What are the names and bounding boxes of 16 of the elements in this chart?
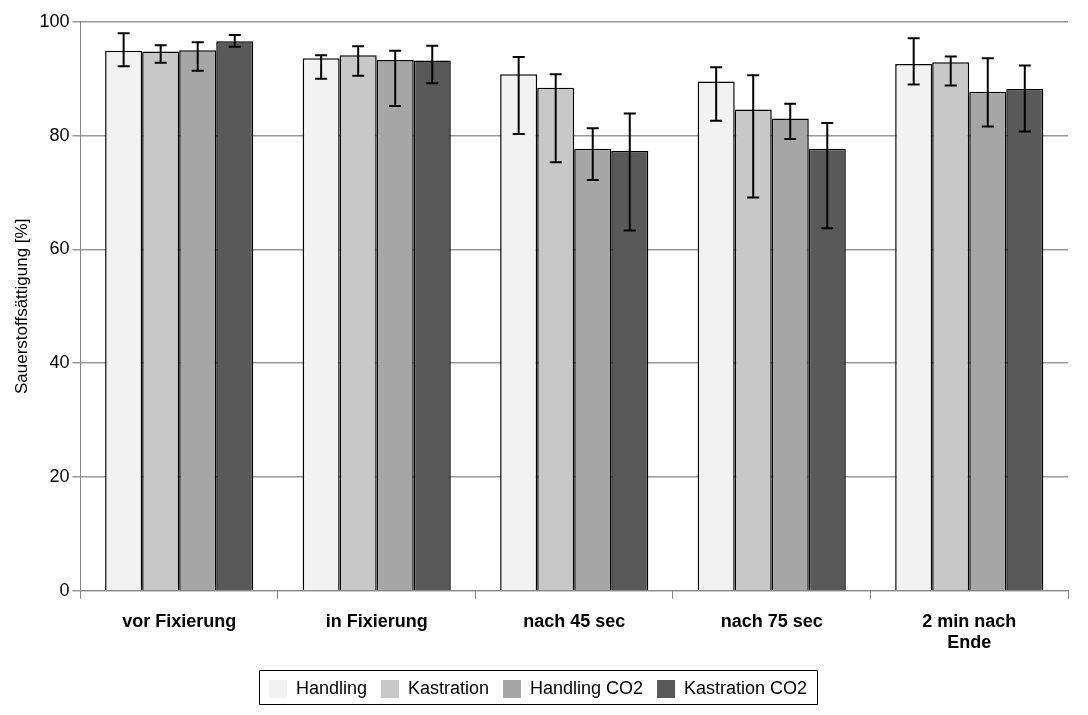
y-tick-label: 100 — [39, 10, 70, 31]
x-tick-label: nach 75 sec — [720, 610, 823, 631]
y-tick-label: 60 — [49, 238, 70, 259]
y-tick-label: 20 — [49, 465, 70, 486]
x-tick-label: 2 min nach Ende — [922, 610, 1017, 653]
y-tick-label: 40 — [49, 352, 70, 373]
x-tick-label: nach 45 sec — [523, 610, 626, 631]
y-tick-label: 80 — [49, 124, 70, 145]
x-tick-label: in Fixierung — [325, 610, 428, 631]
legend-label: Handling — [295, 677, 367, 698]
legend-label: Handling CO2 — [529, 677, 644, 698]
legend-label: Kastration — [407, 677, 489, 698]
y-axis-title: Sauerstoffsättigung [%] — [11, 218, 31, 395]
y-tick-label: 0 — [59, 579, 70, 600]
legend-label: Kastration CO2 — [684, 677, 808, 698]
x-tick-label: vor Fixierung — [122, 610, 237, 631]
